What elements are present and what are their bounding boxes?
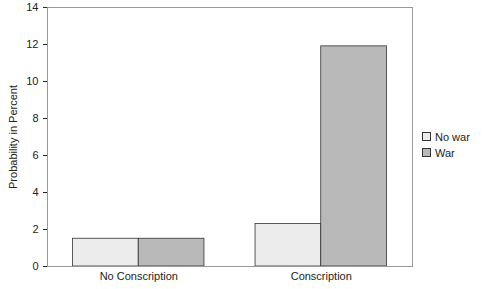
- html-text:War: War: [435, 146, 455, 159]
- svg-text:0: 0: [32, 260, 38, 272]
- svg-text:4: 4: [32, 186, 38, 198]
- svg-text:12: 12: [26, 38, 38, 50]
- svg-text:8: 8: [32, 112, 38, 124]
- svg-text:No Conscription: No Conscription: [100, 270, 178, 282]
- html-text:No war: No war: [435, 130, 470, 143]
- svg-text:2: 2: [32, 223, 38, 235]
- svg-text:Conscription: Conscription: [291, 270, 352, 282]
- svg-text:14: 14: [26, 1, 38, 13]
- svg-text:Probability in Percent: Probability in Percent: [7, 85, 19, 189]
- svg-text:6: 6: [32, 149, 38, 161]
- svg-text:10: 10: [26, 75, 38, 87]
